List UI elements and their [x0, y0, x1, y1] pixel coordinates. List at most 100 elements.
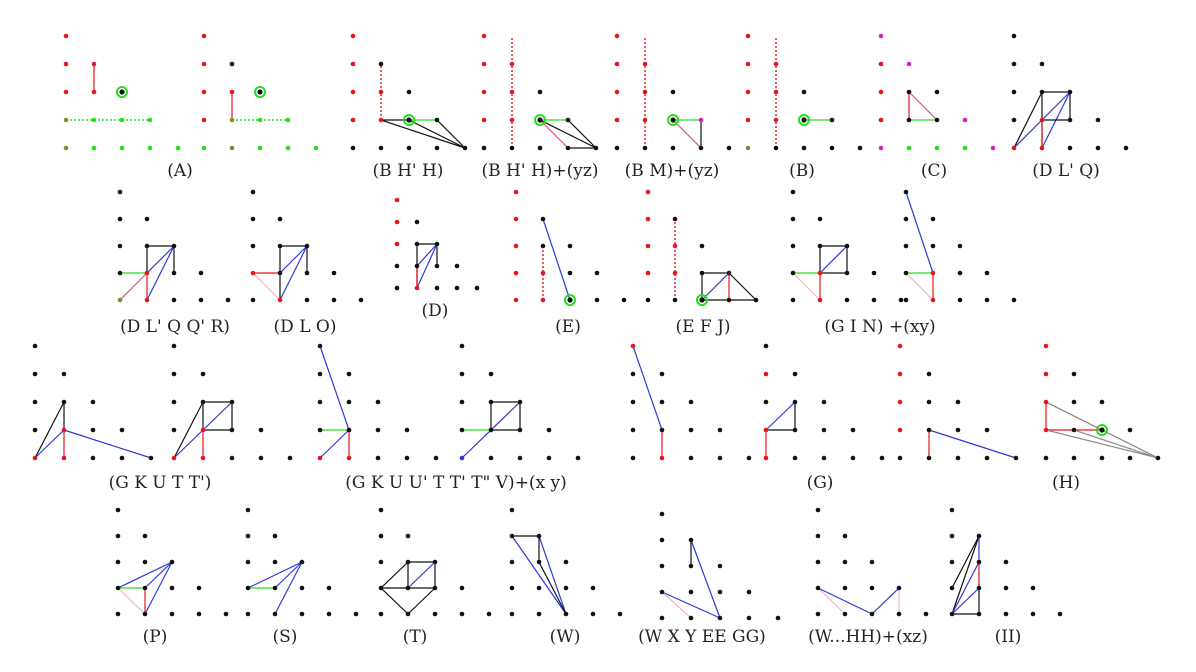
lattice-point — [277, 270, 283, 276]
lattice-point — [250, 216, 256, 222]
lattice-point — [1003, 585, 1009, 591]
lattice-point — [897, 427, 903, 433]
edge — [416, 243, 438, 267]
lattice-point — [454, 285, 460, 291]
panel-caption: (C) — [921, 161, 947, 181]
lattice-point — [1095, 145, 1101, 151]
lattice-point — [459, 371, 465, 377]
lattice-point — [404, 455, 410, 461]
lattice-point — [378, 61, 384, 67]
panel-caption: (W X Y EE GG) — [638, 627, 766, 647]
lattice-point — [488, 427, 494, 433]
edge — [319, 345, 350, 431]
panel-caption: (D L O) — [274, 317, 337, 337]
lattice-point — [617, 611, 623, 617]
lattice-point — [688, 615, 694, 621]
lattice-point — [115, 585, 121, 591]
lattice-point — [1030, 585, 1036, 591]
lattice-point — [61, 399, 67, 405]
edge — [119, 272, 148, 301]
lattice-point — [614, 89, 620, 95]
lattice-point — [245, 533, 251, 539]
edge — [202, 401, 233, 431]
lattice-point — [546, 455, 552, 461]
panel-caption: (P) — [143, 627, 168, 647]
panel-p30: (II) — [949, 507, 1063, 647]
edge — [951, 535, 980, 615]
lattice-point — [672, 216, 678, 222]
lattice-point — [871, 270, 877, 276]
lattice-point — [659, 589, 665, 595]
lattice-point — [698, 145, 704, 151]
lattice-point — [642, 61, 648, 67]
lattice-point — [955, 427, 961, 433]
edge — [905, 191, 934, 274]
lattice-point — [688, 563, 694, 569]
lattice-point — [903, 270, 909, 276]
lattice-point — [630, 343, 636, 349]
lattice-point — [331, 297, 337, 303]
lattice-point — [171, 343, 177, 349]
lattice-point — [926, 371, 932, 377]
lattice-point — [404, 427, 410, 433]
lattice-point — [486, 611, 492, 617]
lattice-point — [378, 611, 384, 617]
edge — [819, 245, 848, 274]
lattice-point — [645, 189, 651, 195]
lattice-point — [142, 611, 148, 617]
lattice-point — [672, 297, 678, 303]
lattice-point — [630, 371, 636, 377]
lattice-point — [285, 145, 291, 151]
highlight-ring — [116, 86, 128, 98]
lattice-point — [790, 216, 796, 222]
lattice-point — [509, 559, 515, 565]
panel-p17 — [171, 343, 293, 461]
lattice-point — [717, 563, 723, 569]
lattice-point — [763, 427, 769, 433]
lattice-point — [957, 243, 963, 249]
lattice-point — [61, 455, 67, 461]
lattice-point — [815, 533, 821, 539]
lattice-point — [200, 371, 206, 377]
lattice-point — [821, 427, 827, 433]
lattice-point — [119, 117, 125, 123]
lattice-point — [949, 585, 955, 591]
lattice-point — [717, 589, 723, 595]
lattice-point — [115, 559, 121, 565]
lattice-point — [350, 145, 356, 151]
lattice-point — [378, 117, 384, 123]
lattice-point — [198, 270, 204, 276]
lattice-point — [746, 589, 752, 595]
panel-p16: (G K U T T') — [32, 343, 211, 493]
edge — [539, 119, 569, 149]
lattice-point — [1043, 343, 1049, 349]
lattice-point — [817, 270, 823, 276]
lattice-point — [171, 455, 177, 461]
lattice-point — [405, 611, 411, 617]
lattice-point — [91, 89, 97, 95]
lattice-point — [817, 243, 823, 249]
lattice-point — [229, 455, 235, 461]
lattice-point — [147, 117, 153, 123]
lattice-point — [414, 241, 420, 247]
lattice-point — [955, 455, 961, 461]
lattice-point — [299, 585, 305, 591]
edge — [661, 591, 721, 619]
lattice-point — [175, 145, 181, 151]
lattice-point — [277, 243, 283, 249]
lattice-point — [1071, 427, 1077, 433]
lattice-point — [659, 563, 665, 569]
lattice-point — [32, 371, 38, 377]
lattice-point — [976, 611, 982, 617]
lattice-point — [272, 585, 278, 591]
lattice-point — [698, 117, 704, 123]
lattice-point — [313, 145, 319, 151]
lattice-point — [536, 585, 542, 591]
lattice-point — [976, 533, 982, 539]
lattice-point — [984, 455, 990, 461]
lattice-point — [1003, 611, 1009, 617]
lattice-point — [565, 117, 571, 123]
lattice-point — [119, 455, 125, 461]
lattice-point — [63, 145, 69, 151]
lattice-point — [171, 371, 177, 377]
